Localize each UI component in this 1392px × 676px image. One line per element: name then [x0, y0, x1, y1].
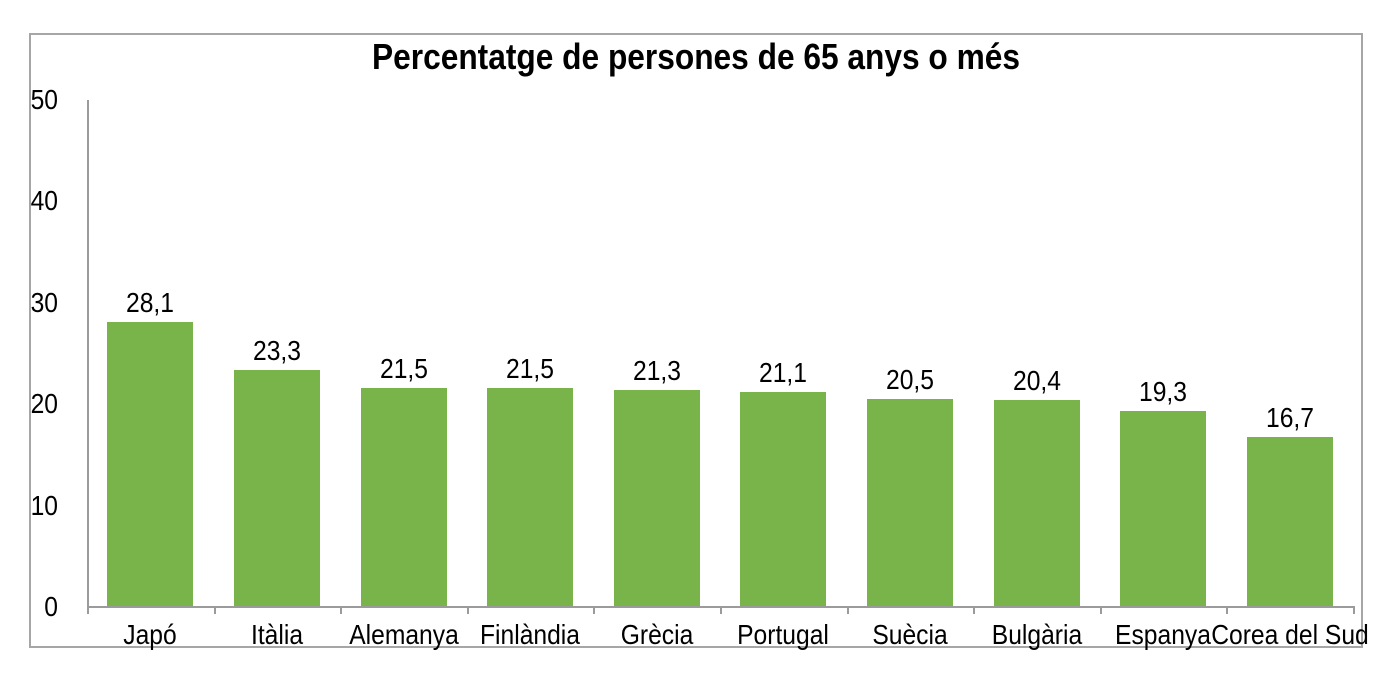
y-tick-label-40: 40 [30, 185, 58, 216]
x-axis-tick-mark-4 [593, 606, 595, 614]
x-axis-tick-mark-5 [720, 606, 722, 614]
x-tick-label-9: Espanya [1115, 619, 1211, 650]
bar-value-label-8: 20,4 [1013, 365, 1061, 396]
bar-1 [107, 322, 193, 606]
x-axis-tick-mark-10 [1353, 606, 1355, 614]
x-axis-tick-mark-9 [1226, 606, 1228, 614]
bar-value-label-9: 19,3 [1139, 376, 1187, 407]
y-tick-label-10: 10 [30, 490, 58, 521]
y-tick-label-30: 30 [30, 287, 58, 318]
x-tick-label-7: Suècia [872, 619, 948, 650]
bar-value-label-5: 21,3 [633, 355, 681, 386]
x-axis-tick-mark-8 [1100, 606, 1102, 614]
x-tick-label-1: Japó [123, 619, 177, 650]
x-axis-tick-mark-3 [467, 606, 469, 614]
x-axis-tick-mark-1 [214, 606, 216, 614]
bar-2 [234, 370, 320, 606]
bar-4 [487, 388, 573, 606]
bar-6 [740, 392, 826, 606]
x-tick-label-2: Itàlia [250, 619, 304, 650]
bar-value-label-3: 21,5 [380, 353, 428, 384]
chart-title: Percentatge de persones de 65 anys o més [372, 36, 1020, 77]
bar-value-label-6: 21,1 [759, 357, 807, 388]
y-tick-label-50: 50 [30, 84, 58, 115]
bar-value-label-4: 21,5 [506, 353, 554, 384]
bar-value-label-1: 28,1 [126, 287, 174, 318]
x-tick-label-6: Portugal [737, 619, 829, 650]
x-tick-label-4: Finlàndia [479, 619, 580, 650]
x-axis-tick-mark-6 [847, 606, 849, 614]
bar-value-label-10: 16,7 [1266, 402, 1314, 433]
bar-3 [361, 388, 447, 606]
x-tick-label-8: Bulgària [991, 619, 1083, 650]
bar-5 [614, 390, 700, 606]
bar-10 [1247, 437, 1333, 606]
bar-7 [867, 399, 953, 606]
y-tick-label-20: 20 [30, 388, 58, 419]
y-tick-label-0: 0 [44, 591, 58, 622]
x-axis-tick-mark-2 [340, 606, 342, 614]
bar-value-label-7: 20,5 [886, 364, 934, 395]
bar-8 [994, 400, 1080, 606]
bar-value-label-2: 23,3 [253, 335, 301, 366]
y-axis-line [87, 100, 89, 614]
x-tick-label-10: Corea del Sud [1211, 619, 1369, 650]
x-tick-label-3: Alemanya [349, 619, 459, 650]
x-tick-label-5: Grècia [620, 619, 694, 650]
bar-9 [1120, 411, 1206, 606]
x-axis-tick-mark-7 [973, 606, 975, 614]
